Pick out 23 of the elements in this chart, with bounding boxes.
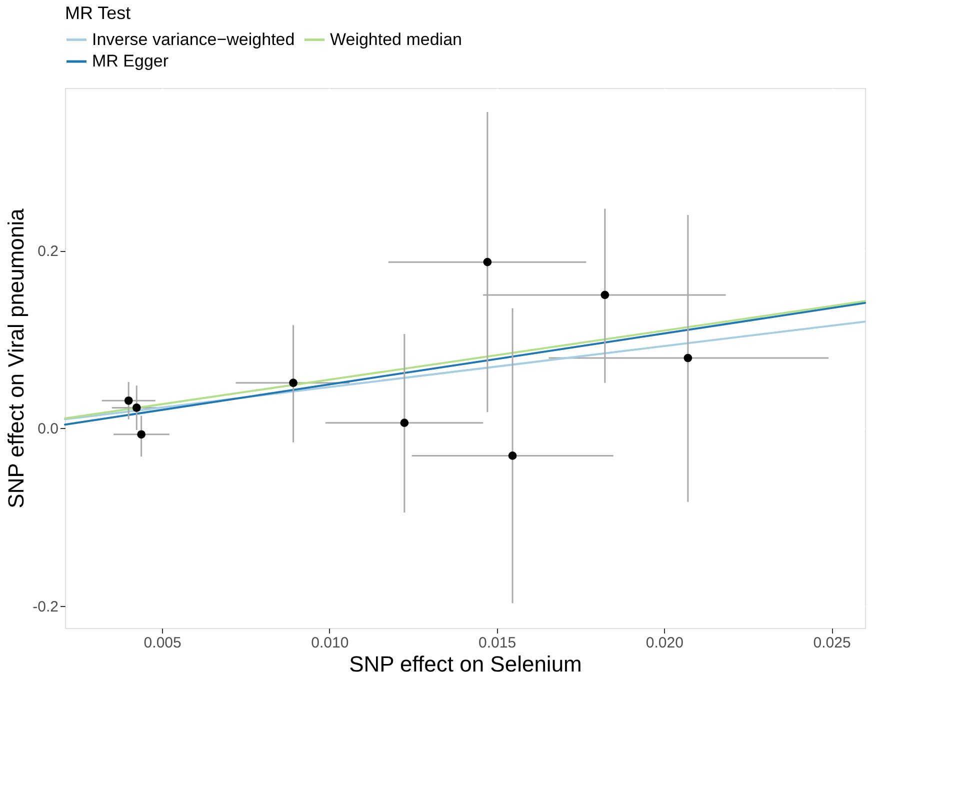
point [289,378,298,388]
x-axis-title: SNP effect on Selenium [349,652,582,676]
y-tick-label: -0.2 [32,598,58,616]
point [508,452,517,460]
point [684,354,692,362]
point [124,396,133,405]
y-tick-label: 0.2 [38,243,58,260]
legend-title: MR Test [65,3,131,23]
legend-label: MR Egger [92,52,169,70]
x-tick-label: 0.005 [144,634,182,652]
point [137,430,146,439]
x-tick-label: 0.010 [311,634,349,652]
point [132,404,141,412]
x-tick-label: 0.020 [646,634,684,652]
point [483,258,492,266]
y-tick-label: 0.0 [38,420,58,438]
x-tick-label: 0.015 [478,634,516,652]
legend-label: Weighted median [330,30,462,49]
legend-label: Inverse variance−weighted [92,30,295,49]
point [600,290,610,300]
point [400,418,409,428]
y-axis-title: SNP effect on Viral pneumonia [4,208,29,508]
x-tick-label: 0.025 [813,634,851,652]
